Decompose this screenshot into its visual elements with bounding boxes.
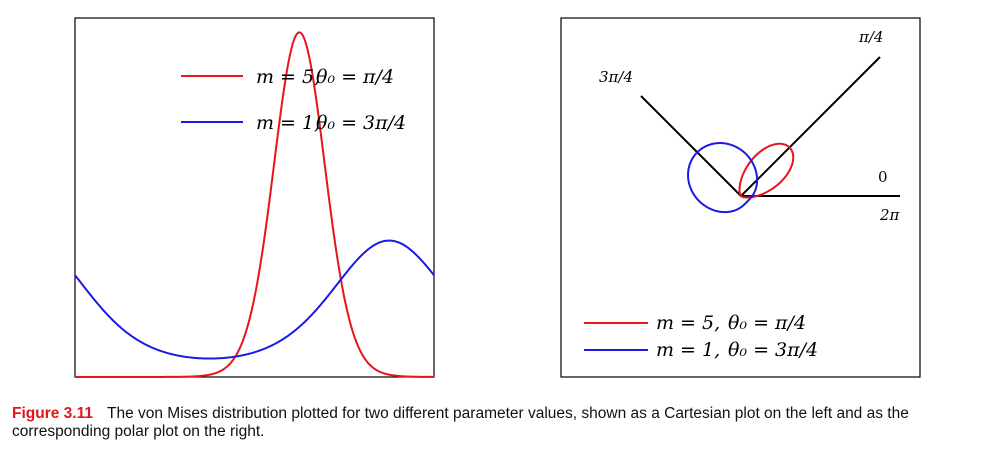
cartesian-legend: m = 5, θ₀ = π/4 m = 1, θ₀ = 3π/4	[181, 66, 406, 134]
polar-series-red-curve	[738, 142, 795, 199]
polar-legend-red-theta: θ₀ = π/4	[728, 312, 806, 334]
cartesian-legend-red-theta: θ₀ = π/4	[316, 66, 394, 88]
polar-legend-blue-theta: θ₀ = 3π/4	[728, 339, 818, 361]
cartesian-series-red-line	[74, 31, 434, 378]
polar-axis-three-pi-over-4	[640, 95, 742, 197]
polar-legend-red-m: m = 5,	[656, 312, 720, 334]
polar-legend-blue-m: m = 1,	[656, 339, 720, 361]
polar-plot: 0 2π π/4 3π/4 m = 5, θ₀ = π/4 m = 1, θ₀ …	[560, 17, 921, 378]
polar-label-three-pi-over-4: 3π/4	[599, 68, 633, 86]
cartesian-plot: m = 5, θ₀ = π/4 m = 1, θ₀ = 3π/4	[74, 17, 435, 378]
cartesian-series-blue-line	[74, 239, 435, 360]
polar-label-pi-over-4: π/4	[858, 28, 883, 46]
figure-caption-label: Figure 3.11	[12, 405, 93, 422]
cartesian-legend-blue-theta: θ₀ = 3π/4	[316, 112, 406, 134]
polar-label-two-pi: 2π	[879, 206, 901, 224]
polar-axis-pi-over-4	[740, 56, 881, 197]
cartesian-legend-blue-m: m = 1,	[256, 112, 320, 134]
polar-series-blue-curve	[687, 142, 759, 214]
figure-caption-text: The von Mises distribution plotted for t…	[12, 405, 909, 440]
figure-caption: Figure 3.11 The von Mises distribution pl…	[12, 405, 982, 441]
cartesian-legend-red-m: m = 5,	[256, 66, 320, 88]
polar-legend: m = 5, θ₀ = π/4 m = 1, θ₀ = 3π/4	[584, 312, 818, 361]
polar-label-zero: 0	[878, 168, 888, 186]
cartesian-plot-frame	[74, 17, 435, 378]
